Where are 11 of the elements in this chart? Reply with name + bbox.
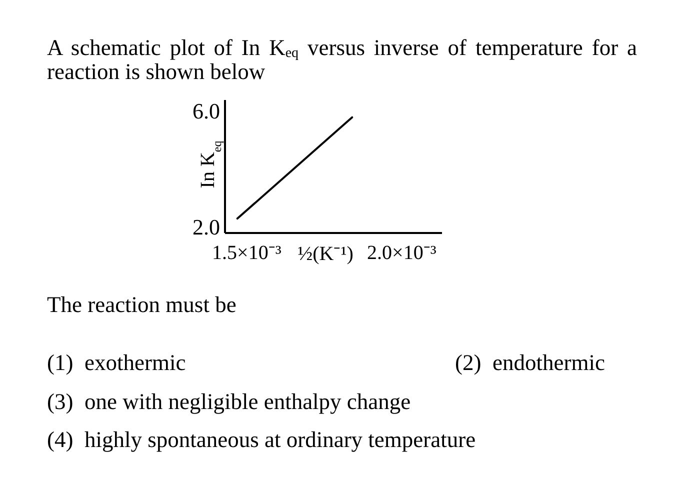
y-tick-label: 6.0 [192,98,220,124]
y-tick-label: 2.0 [192,214,220,240]
x-tick-label: 1.5×10⁻³ [212,242,282,264]
text: The reaction must be [47,292,236,317]
x-tick-label: 2.0×10⁻³ [367,242,436,264]
x-axis-title: ½(K⁻¹) [298,243,354,265]
text: (1) exothermic [47,350,186,375]
text: (4) highly spontaneous at ordinary temperature [47,427,476,452]
text: (2) endothermic [455,350,605,375]
chart-title: A schematic plot of In K$_{eq}$ versus inverse of temperature for a reaction is shown below [47,35,637,84]
text: (3) one with negligible enthalpy change [47,389,411,414]
